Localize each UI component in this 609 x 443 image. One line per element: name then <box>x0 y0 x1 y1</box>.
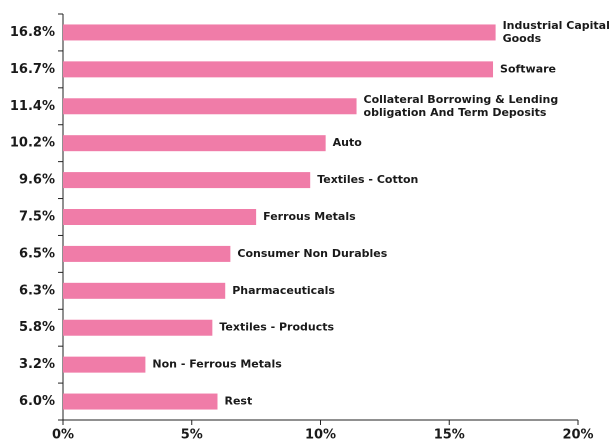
category-label: Software <box>500 62 556 75</box>
x-tick-label: 5% <box>181 428 203 443</box>
category-label: Ferrous Metals <box>263 210 356 223</box>
category-label: Industrial Capital Goods <box>503 19 609 45</box>
category-label: Auto <box>333 136 363 149</box>
bar <box>63 356 146 373</box>
bar <box>63 245 231 262</box>
category-label: Rest <box>225 395 253 408</box>
value-label: 11.4% <box>10 99 55 114</box>
value-label: 16.7% <box>10 62 55 77</box>
bar <box>63 24 496 41</box>
x-tick-label: 15% <box>434 428 465 443</box>
bar <box>63 319 213 336</box>
category-label: Non - Ferrous Metals <box>152 358 282 371</box>
bar <box>63 393 218 410</box>
value-label: 7.5% <box>19 210 55 225</box>
category-label: Textiles - Products <box>219 321 334 334</box>
bar <box>63 98 357 115</box>
category-label: Pharmaceuticals <box>232 284 335 297</box>
value-label: 9.6% <box>19 173 55 188</box>
value-label: 6.0% <box>19 394 55 409</box>
value-label: 5.8% <box>19 320 55 335</box>
x-tick-label: 0% <box>52 428 74 443</box>
value-label: 6.3% <box>19 283 55 298</box>
category-label: Collateral Borrowing & Lending obligation… <box>364 93 559 119</box>
value-label: 3.2% <box>19 357 55 372</box>
bar <box>63 282 226 299</box>
x-tick-label: 10% <box>305 428 336 443</box>
x-tick-label: 20% <box>562 428 593 443</box>
bar <box>63 172 311 189</box>
value-label: 16.8% <box>10 25 55 40</box>
category-label: Textiles - Cotton <box>317 173 418 186</box>
value-label: 6.5% <box>19 246 55 261</box>
bar <box>63 61 494 78</box>
value-label: 10.2% <box>10 136 55 151</box>
bar <box>63 209 257 225</box>
bar <box>63 135 326 152</box>
category-label: Consumer Non Durables <box>237 247 387 260</box>
